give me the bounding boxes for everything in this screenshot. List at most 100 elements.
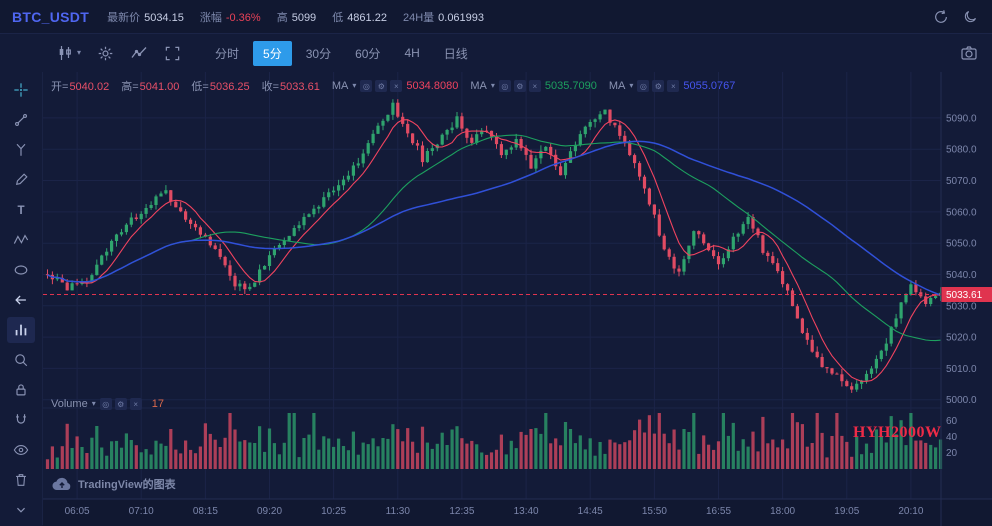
back-button[interactable] <box>7 287 35 313</box>
chart-type-button[interactable]: ▾ <box>56 44 81 62</box>
visibility-tool[interactable] <box>7 437 35 463</box>
lock-icon <box>13 381 29 399</box>
svg-text:5000.0: 5000.0 <box>946 395 977 406</box>
settings-icon[interactable]: ⚙ <box>652 80 664 92</box>
svg-text:15:50: 15:50 <box>642 506 667 517</box>
ma-legend-mid[interactable]: MA▾ ◎⚙× 5035.7090 <box>470 80 597 92</box>
arrow-left-icon <box>13 291 29 309</box>
settings-icon[interactable]: ⚙ <box>514 80 526 92</box>
svg-text:20:10: 20:10 <box>898 506 923 517</box>
indicators-button[interactable] <box>130 44 148 62</box>
moon-icon <box>963 9 978 24</box>
magnet-tool[interactable] <box>7 407 35 433</box>
ma-slow-value: 5055.0767 <box>683 80 735 92</box>
crosshair-icon <box>13 81 29 99</box>
lock-tool[interactable] <box>7 377 35 403</box>
ma-legend-fast[interactable]: MA▾ ◎⚙× 5034.8080 <box>332 80 459 92</box>
ma-fast-value: 5034.8080 <box>406 80 458 92</box>
legend-controls: ◎⚙× <box>499 80 541 92</box>
zoom-tool[interactable] <box>7 347 35 373</box>
text-tool[interactable]: T <box>7 197 35 223</box>
settings-icon[interactable]: ⚙ <box>375 80 387 92</box>
theme-button[interactable] <box>963 9 978 24</box>
svg-text:11:30: 11:30 <box>386 506 411 517</box>
eye-icon[interactable]: ◎ <box>100 398 112 410</box>
eye-icon[interactable]: ◎ <box>360 80 372 92</box>
chart-settings-button[interactable] <box>97 45 114 62</box>
watermark: HYH2000W <box>853 424 941 442</box>
ohlc-close: 收=5033.61 <box>262 78 320 94</box>
drawing-toolbar: T <box>0 72 43 525</box>
chevron-down-icon: ▾ <box>491 82 495 90</box>
camera-icon <box>960 44 978 62</box>
collapse-sidebar-button[interactable] <box>7 497 35 523</box>
screenshot-button[interactable] <box>960 44 978 62</box>
svg-text:06:05: 06:05 <box>65 506 90 517</box>
svg-text:18:00: 18:00 <box>770 506 795 517</box>
svg-text:09:20: 09:20 <box>257 506 282 517</box>
ellipse-icon <box>13 261 29 279</box>
ma-legend-slow[interactable]: MA▾ ◎⚙× 5055.0767 <box>609 80 736 92</box>
timeframe-tab-30分[interactable]: 30分 <box>296 41 341 66</box>
close-icon[interactable]: × <box>390 80 402 92</box>
svg-text:5010.0: 5010.0 <box>946 364 977 375</box>
chevron-down-icon: ▾ <box>629 82 633 90</box>
brush-icon <box>13 171 29 189</box>
fullscreen-icon <box>164 45 181 62</box>
timeframe-tab-5分[interactable]: 5分 <box>253 41 292 66</box>
legend-controls: ◎⚙× <box>100 398 142 410</box>
svg-text:12:35: 12:35 <box>449 506 474 517</box>
ma-mid-value: 5035.7090 <box>545 80 597 92</box>
sync-button[interactable] <box>933 9 949 25</box>
text-icon: T <box>13 201 29 219</box>
fullscreen-button[interactable] <box>164 45 181 62</box>
candlestick-chart[interactable]: 5090.05080.05070.05060.05050.05040.05030… <box>43 72 992 526</box>
symbol-title[interactable]: BTC_USDT <box>12 9 89 25</box>
eye-icon[interactable]: ◎ <box>499 80 511 92</box>
svg-text:5033.61: 5033.61 <box>946 290 983 301</box>
settings-icon[interactable]: ⚙ <box>115 398 127 410</box>
svg-text:5020.0: 5020.0 <box>946 333 977 344</box>
gear-icon <box>97 45 114 62</box>
svg-text:08:15: 08:15 <box>193 506 218 517</box>
chart-columns-icon <box>13 321 29 339</box>
magnet-icon <box>13 411 29 429</box>
pattern-tool[interactable] <box>7 227 35 253</box>
legend-controls: ◎⚙× <box>637 80 679 92</box>
chevron-down-icon: ▾ <box>352 82 356 90</box>
tradingview-attribution[interactable]: TradingView的图表 <box>51 476 176 492</box>
brush-tool[interactable] <box>7 167 35 193</box>
delete-tool[interactable] <box>7 467 35 493</box>
timeframe-tab-60分[interactable]: 60分 <box>345 41 390 66</box>
crosshair-tool[interactable] <box>7 77 35 103</box>
close-icon[interactable]: × <box>667 80 679 92</box>
trendline-icon <box>13 111 29 129</box>
svg-text:T: T <box>17 205 24 217</box>
svg-text:10:25: 10:25 <box>321 506 346 517</box>
ellipse-tool[interactable] <box>7 257 35 283</box>
stat-change: 涨幅-0.36% <box>200 9 261 25</box>
chart-columns-tool[interactable] <box>7 317 35 343</box>
legend-controls: ◎⚙× <box>360 80 402 92</box>
close-icon[interactable]: × <box>130 398 142 410</box>
svg-text:5080.0: 5080.0 <box>946 145 977 156</box>
svg-text:14:45: 14:45 <box>578 506 603 517</box>
chevron-down-icon: ▾ <box>77 49 81 57</box>
timeframe-tab-日线[interactable]: 日线 <box>434 41 478 66</box>
trendline-tool[interactable] <box>7 107 35 133</box>
close-icon[interactable]: × <box>529 80 541 92</box>
timeframe-tab-4H[interactable]: 4H <box>394 41 429 66</box>
pitchfork-tool[interactable] <box>7 137 35 163</box>
magnifier-icon <box>13 351 29 369</box>
svg-text:60: 60 <box>946 416 958 427</box>
volume-legend[interactable]: Volume▾ ◎⚙× 17 <box>51 398 164 410</box>
svg-text:5030.0: 5030.0 <box>946 301 977 312</box>
timeframe-tab-分时[interactable]: 分时 <box>205 41 249 66</box>
eye-icon[interactable]: ◎ <box>637 80 649 92</box>
